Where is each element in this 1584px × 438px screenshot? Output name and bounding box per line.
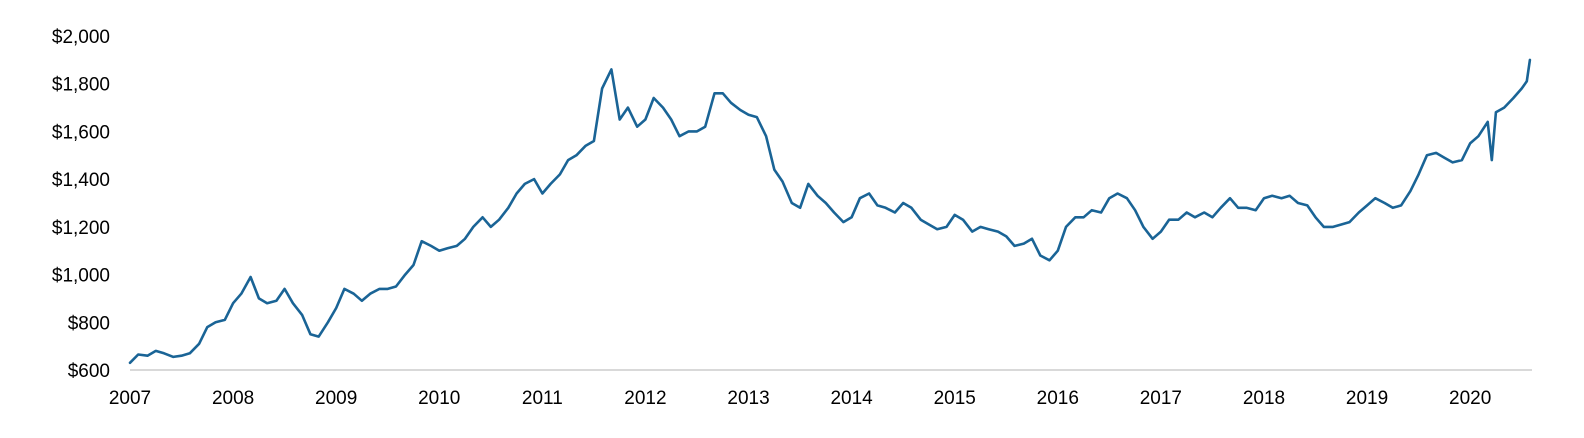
y-tick-label: $800	[68, 313, 110, 334]
y-tick-label: $1,600	[52, 122, 110, 143]
y-tick-label: $1,400	[52, 170, 110, 191]
x-tick-label: 2011	[522, 388, 563, 409]
y-tick-label: $1,800	[52, 75, 110, 96]
price-series-line	[128, 58, 1532, 365]
x-tick-label: 2017	[1140, 388, 1182, 409]
x-tick-label: 2019	[1346, 388, 1388, 409]
x-tick-label: 2007	[109, 388, 151, 409]
x-tick-label: 2018	[1243, 388, 1285, 409]
y-tick-label: $2,000	[52, 27, 110, 48]
y-tick-label: $600	[68, 361, 110, 382]
y-axis-tick-labels: $600 $800 $1,000 $1,200 $1,400 $1,600 $1,800 $2…	[52, 27, 110, 382]
x-tick-label: 2016	[1037, 388, 1079, 409]
x-tick-label: 2015	[934, 388, 976, 409]
x-tick-label: 2010	[418, 388, 460, 409]
x-tick-label: 2012	[624, 388, 666, 409]
y-tick-label: $1,000	[52, 266, 110, 287]
y-tick-label: $1,200	[52, 218, 110, 239]
x-tick-label: 2009	[315, 388, 357, 409]
x-tick-label: 2013	[727, 388, 769, 409]
x-tick-label: 2014	[830, 388, 873, 409]
x-axis-tick-labels: 2007 2008 2009 2010 2011 2012 2013 2014 2015 2016…	[109, 388, 1491, 409]
x-tick-label: 2008	[212, 388, 254, 409]
x-tick-label: 2020	[1449, 388, 1491, 409]
